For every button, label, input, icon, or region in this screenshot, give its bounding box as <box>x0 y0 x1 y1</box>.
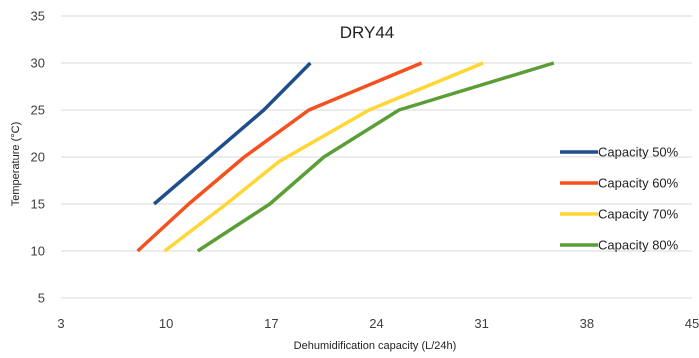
series-lines <box>136 61 555 253</box>
series-line-4 <box>196 61 555 253</box>
series-line-1 <box>152 61 312 206</box>
legend-label: Capacity 50% <box>598 145 679 160</box>
x-tick-label: 45 <box>685 316 699 331</box>
y-tick-label: 25 <box>31 103 45 118</box>
y-axis-title: Temperature (°C) <box>10 122 22 206</box>
series-line-2 <box>136 61 423 253</box>
x-tick-label: 10 <box>159 316 173 331</box>
chart-title: DRY44 <box>340 23 395 42</box>
y-tick-label: 20 <box>31 150 45 165</box>
x-tick-label: 38 <box>580 316 594 331</box>
x-tick-label: 17 <box>264 316 278 331</box>
x-tick-label: 31 <box>474 316 488 331</box>
x-tick-label: 24 <box>369 316 383 331</box>
legend-label: Capacity 70% <box>598 207 679 222</box>
series-line-3 <box>163 61 484 253</box>
legend-label: Capacity 80% <box>598 238 679 253</box>
y-tick-label: 5 <box>38 291 45 306</box>
x-axis-title: Dehumidification capacity (L/24h) <box>294 340 457 352</box>
y-tick-label: 30 <box>31 56 45 71</box>
x-tick-label: 3 <box>57 316 64 331</box>
y-tick-label: 35 <box>31 9 45 24</box>
tick-labels: 5 10 15 20 25 30 35 3 10 17 24 31 38 45 <box>31 9 699 332</box>
legend-label: Capacity 60% <box>598 176 679 191</box>
legend: Capacity 50% Capacity 60% Capacity 70% Capa… <box>560 145 679 253</box>
y-tick-label: 10 <box>31 244 45 259</box>
y-tick-label: 15 <box>31 197 45 212</box>
